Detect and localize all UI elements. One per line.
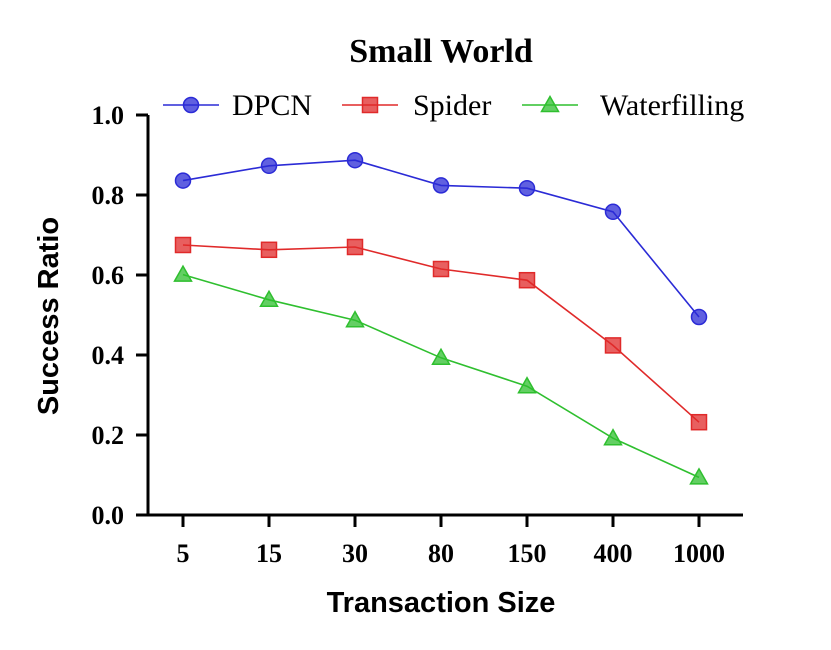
x-tick-label: 5 <box>177 539 190 568</box>
axes <box>146 115 743 517</box>
legend: DPCN Spider Waterfilling <box>163 89 744 122</box>
data-point-spider <box>174 236 192 254</box>
data-point-spider <box>604 337 622 354</box>
data-point-waterfilling <box>517 376 537 394</box>
y-tick-label: 0.4 <box>92 341 125 370</box>
data-point-dpcn <box>604 203 622 221</box>
y-tick-label: 0.6 <box>92 261 125 290</box>
x-tick-label: 400 <box>594 539 633 568</box>
y-tick-label: 0.2 <box>92 421 125 450</box>
legend-item-spider: Spider <box>342 89 491 122</box>
data-point-dpcn <box>174 172 192 189</box>
y-axis-label: Success Ratio <box>33 217 65 415</box>
y-ticks: 0.0 0.2 0.4 0.6 0.8 1.0 <box>92 101 148 530</box>
data-point-spider <box>260 241 278 259</box>
legend-item-dpcn: DPCN <box>163 89 312 122</box>
x-tick-label: 15 <box>256 539 282 568</box>
series-waterfilling <box>173 264 709 485</box>
data-point-dpcn <box>346 151 364 169</box>
data-point-spider <box>346 238 364 256</box>
chart-title: Small World <box>349 33 533 70</box>
data-point-dpcn <box>432 177 450 194</box>
data-point-spider <box>432 260 450 278</box>
x-tick-label: 1000 <box>673 539 725 568</box>
data-point-waterfilling <box>259 289 279 308</box>
series-spider <box>174 236 708 431</box>
legend-marker-dpcn <box>182 96 200 114</box>
x-axis-label: Transaction Size <box>327 587 556 619</box>
x-tick-label: 30 <box>342 539 368 568</box>
data-point-spider <box>518 271 536 289</box>
legend-marker-waterfilling <box>540 94 560 113</box>
legend-label-dpcn: DPCN <box>232 89 312 122</box>
data-point-dpcn <box>260 157 278 175</box>
x-ticks: 5 15 30 80 150 400 1000 <box>177 515 725 568</box>
y-tick-label: 0.8 <box>92 181 125 210</box>
x-tick-label: 80 <box>428 539 454 568</box>
data-point-dpcn <box>690 308 708 326</box>
legend-label-spider: Spider <box>413 89 491 122</box>
plot-area <box>173 151 709 485</box>
series-dpcn <box>174 151 708 326</box>
x-tick-label: 150 <box>508 539 547 568</box>
legend-label-waterfilling: Waterfilling <box>600 89 744 122</box>
data-point-dpcn <box>518 179 536 197</box>
data-point-waterfilling <box>603 428 623 446</box>
data-point-waterfilling <box>431 347 451 366</box>
y-tick-label: 0.0 <box>92 501 125 530</box>
data-point-waterfilling <box>345 310 365 328</box>
legend-marker-spider <box>361 96 379 114</box>
legend-item-waterfilling: Waterfilling <box>522 89 744 122</box>
data-point-spider <box>690 413 708 431</box>
y-tick-label: 1.0 <box>92 101 125 130</box>
data-point-waterfilling <box>173 264 193 282</box>
data-point-waterfilling <box>689 467 709 485</box>
